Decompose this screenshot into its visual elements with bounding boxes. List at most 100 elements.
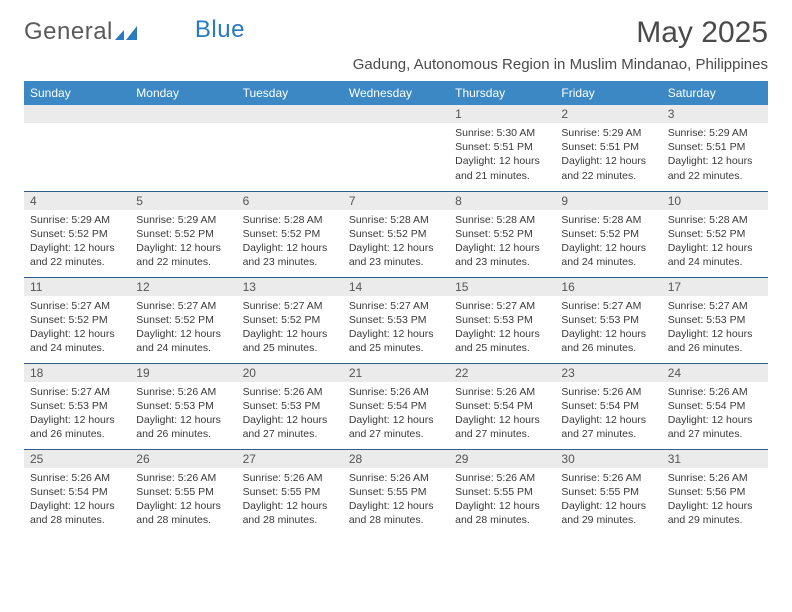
sunrise-line: Sunrise: 5:26 AM (30, 471, 124, 485)
day-body: Sunrise: 5:26 AMSunset: 5:55 PMDaylight:… (449, 468, 555, 532)
daylight-line: Daylight: 12 hours and 29 minutes. (668, 499, 762, 527)
sunrise-line: Sunrise: 5:26 AM (243, 385, 337, 399)
daylight-line: Daylight: 12 hours and 26 minutes. (30, 413, 124, 441)
sunrise-line: Sunrise: 5:30 AM (455, 126, 549, 140)
sunset-line: Sunset: 5:53 PM (136, 399, 230, 413)
daylight-line: Daylight: 12 hours and 28 minutes. (349, 499, 443, 527)
day-body: Sunrise: 5:26 AMSunset: 5:56 PMDaylight:… (662, 468, 768, 532)
calendar-day-cell: 26Sunrise: 5:26 AMSunset: 5:55 PMDayligh… (130, 449, 236, 535)
daylight-line: Daylight: 12 hours and 28 minutes. (455, 499, 549, 527)
logo: General Blue (24, 18, 245, 46)
calendar-day-cell: 6Sunrise: 5:28 AMSunset: 5:52 PMDaylight… (237, 191, 343, 277)
daylight-line: Daylight: 12 hours and 28 minutes. (30, 499, 124, 527)
calendar-day-cell: 22Sunrise: 5:26 AMSunset: 5:54 PMDayligh… (449, 363, 555, 449)
day-body: Sunrise: 5:27 AMSunset: 5:53 PMDaylight:… (449, 296, 555, 360)
daylight-line: Daylight: 12 hours and 23 minutes. (243, 241, 337, 269)
sunset-line: Sunset: 5:54 PM (668, 399, 762, 413)
calendar-day-cell: 17Sunrise: 5:27 AMSunset: 5:53 PMDayligh… (662, 277, 768, 363)
sunrise-line: Sunrise: 5:26 AM (136, 471, 230, 485)
sunrise-line: Sunrise: 5:26 AM (455, 385, 549, 399)
day-body: Sunrise: 5:26 AMSunset: 5:55 PMDaylight:… (555, 468, 661, 532)
sunset-line: Sunset: 5:51 PM (668, 140, 762, 154)
calendar-day-cell: 20Sunrise: 5:26 AMSunset: 5:53 PMDayligh… (237, 363, 343, 449)
calendar-day-cell: 10Sunrise: 5:28 AMSunset: 5:52 PMDayligh… (662, 191, 768, 277)
day-number: 19 (130, 364, 236, 382)
calendar-week-row: 4Sunrise: 5:29 AMSunset: 5:52 PMDaylight… (24, 191, 768, 277)
calendar-day-cell: 21Sunrise: 5:26 AMSunset: 5:54 PMDayligh… (343, 363, 449, 449)
day-header-row: Sunday Monday Tuesday Wednesday Thursday… (24, 81, 768, 105)
daylight-line: Daylight: 12 hours and 27 minutes. (561, 413, 655, 441)
calendar-day-cell: 30Sunrise: 5:26 AMSunset: 5:55 PMDayligh… (555, 449, 661, 535)
sunrise-line: Sunrise: 5:27 AM (455, 299, 549, 313)
day-body: Sunrise: 5:26 AMSunset: 5:54 PMDaylight:… (449, 382, 555, 446)
calendar-day-cell: 25Sunrise: 5:26 AMSunset: 5:54 PMDayligh… (24, 449, 130, 535)
sunset-line: Sunset: 5:54 PM (455, 399, 549, 413)
sunrise-line: Sunrise: 5:27 AM (668, 299, 762, 313)
daylight-line: Daylight: 12 hours and 26 minutes. (136, 413, 230, 441)
sunset-line: Sunset: 5:55 PM (243, 485, 337, 499)
calendar-day-cell: 9Sunrise: 5:28 AMSunset: 5:52 PMDaylight… (555, 191, 661, 277)
daylight-line: Daylight: 12 hours and 25 minutes. (455, 327, 549, 355)
day-body: Sunrise: 5:27 AMSunset: 5:53 PMDaylight:… (343, 296, 449, 360)
day-header: Saturday (662, 81, 768, 105)
sunrise-line: Sunrise: 5:28 AM (455, 213, 549, 227)
calendar-day-cell: 14Sunrise: 5:27 AMSunset: 5:53 PMDayligh… (343, 277, 449, 363)
day-header: Wednesday (343, 81, 449, 105)
sunset-line: Sunset: 5:52 PM (243, 313, 337, 327)
day-number: 9 (555, 192, 661, 210)
calendar-day-cell: 24Sunrise: 5:26 AMSunset: 5:54 PMDayligh… (662, 363, 768, 449)
day-number: 5 (130, 192, 236, 210)
sunrise-line: Sunrise: 5:28 AM (561, 213, 655, 227)
calendar-day-cell: 15Sunrise: 5:27 AMSunset: 5:53 PMDayligh… (449, 277, 555, 363)
daylight-line: Daylight: 12 hours and 22 minutes. (30, 241, 124, 269)
day-body: Sunrise: 5:26 AMSunset: 5:53 PMDaylight:… (130, 382, 236, 446)
day-header: Monday (130, 81, 236, 105)
daylight-line: Daylight: 12 hours and 22 minutes. (136, 241, 230, 269)
daylight-line: Daylight: 12 hours and 29 minutes. (561, 499, 655, 527)
sunset-line: Sunset: 5:53 PM (243, 399, 337, 413)
calendar-day-cell: 12Sunrise: 5:27 AMSunset: 5:52 PMDayligh… (130, 277, 236, 363)
day-body: Sunrise: 5:27 AMSunset: 5:53 PMDaylight:… (555, 296, 661, 360)
daylight-line: Daylight: 12 hours and 22 minutes. (561, 154, 655, 182)
sunrise-line: Sunrise: 5:27 AM (349, 299, 443, 313)
calendar-table: Sunday Monday Tuesday Wednesday Thursday… (24, 81, 768, 535)
day-number (24, 105, 130, 123)
calendar-day-cell: 7Sunrise: 5:28 AMSunset: 5:52 PMDaylight… (343, 191, 449, 277)
day-number: 12 (130, 278, 236, 296)
calendar-day-cell: 11Sunrise: 5:27 AMSunset: 5:52 PMDayligh… (24, 277, 130, 363)
sunset-line: Sunset: 5:51 PM (561, 140, 655, 154)
day-body: Sunrise: 5:29 AMSunset: 5:52 PMDaylight:… (130, 210, 236, 274)
day-number: 20 (237, 364, 343, 382)
daylight-line: Daylight: 12 hours and 27 minutes. (349, 413, 443, 441)
sunset-line: Sunset: 5:52 PM (30, 313, 124, 327)
day-number: 15 (449, 278, 555, 296)
day-body: Sunrise: 5:28 AMSunset: 5:52 PMDaylight:… (237, 210, 343, 274)
calendar-day-cell: 23Sunrise: 5:26 AMSunset: 5:54 PMDayligh… (555, 363, 661, 449)
day-body: Sunrise: 5:27 AMSunset: 5:52 PMDaylight:… (24, 296, 130, 360)
sunrise-line: Sunrise: 5:26 AM (349, 385, 443, 399)
page-subtitle: Gadung, Autonomous Region in Muslim Mind… (353, 56, 768, 73)
sunrise-line: Sunrise: 5:28 AM (349, 213, 443, 227)
sunrise-line: Sunrise: 5:26 AM (243, 471, 337, 485)
sunrise-line: Sunrise: 5:29 AM (561, 126, 655, 140)
calendar-day-cell: 5Sunrise: 5:29 AMSunset: 5:52 PMDaylight… (130, 191, 236, 277)
daylight-line: Daylight: 12 hours and 27 minutes. (243, 413, 337, 441)
day-number (130, 105, 236, 123)
day-body: Sunrise: 5:27 AMSunset: 5:52 PMDaylight:… (237, 296, 343, 360)
daylight-line: Daylight: 12 hours and 24 minutes. (561, 241, 655, 269)
day-body: Sunrise: 5:28 AMSunset: 5:52 PMDaylight:… (343, 210, 449, 274)
day-number: 30 (555, 450, 661, 468)
day-body: Sunrise: 5:28 AMSunset: 5:52 PMDaylight:… (662, 210, 768, 274)
sunrise-line: Sunrise: 5:27 AM (30, 299, 124, 313)
day-number: 8 (449, 192, 555, 210)
day-body: Sunrise: 5:26 AMSunset: 5:54 PMDaylight:… (24, 468, 130, 532)
day-body: Sunrise: 5:26 AMSunset: 5:55 PMDaylight:… (237, 468, 343, 532)
day-body: Sunrise: 5:30 AMSunset: 5:51 PMDaylight:… (449, 123, 555, 187)
sunset-line: Sunset: 5:51 PM (455, 140, 549, 154)
day-number: 29 (449, 450, 555, 468)
day-body: Sunrise: 5:26 AMSunset: 5:53 PMDaylight:… (237, 382, 343, 446)
day-body: Sunrise: 5:26 AMSunset: 5:54 PMDaylight:… (662, 382, 768, 446)
daylight-line: Daylight: 12 hours and 24 minutes. (668, 241, 762, 269)
day-number (237, 105, 343, 123)
daylight-line: Daylight: 12 hours and 27 minutes. (455, 413, 549, 441)
